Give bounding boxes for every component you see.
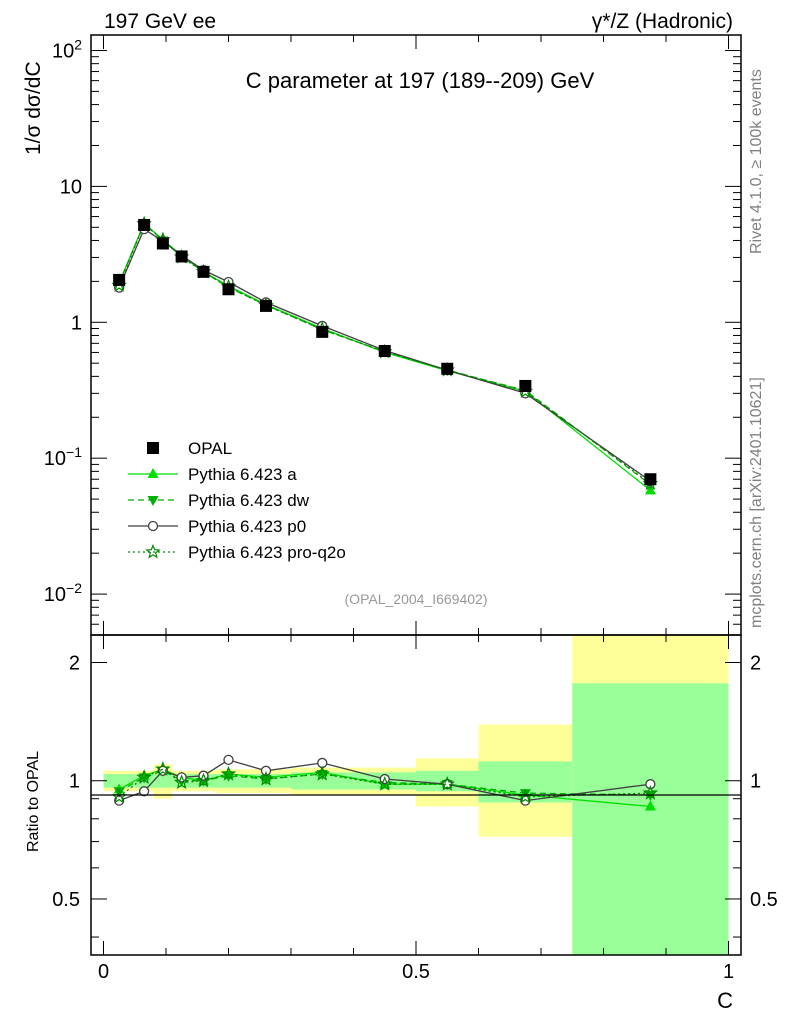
data-point: [156, 237, 169, 250]
ratio-point-dw: [519, 789, 531, 800]
ratio-y-tick-label-right: 1: [750, 771, 761, 793]
legend-label-a: Pythia 6.423 a: [188, 465, 297, 484]
ratio-point-proq2o: [314, 765, 331, 781]
main-y-tick-label: 1: [71, 312, 82, 334]
legend-label-data: OPAL: [188, 439, 232, 458]
ratio-point-proq2o: [136, 769, 152, 784]
chart-title: C parameter at 197 (189--209) GeV: [246, 68, 595, 93]
main-y-tick-label: 10: [60, 176, 82, 198]
data-point: [644, 473, 657, 486]
ratio-point-dw: [113, 787, 125, 798]
main-series-group: [111, 215, 659, 495]
ratio-point-p0: [645, 779, 656, 790]
ratio-inner-band-bin: [103, 774, 135, 788]
ratio-inner-band-bin: [572, 683, 729, 955]
ratio-point-proq2o: [195, 772, 212, 788]
axes-ticks-group: 0 0.5 1 10−2 10−1 1 10 102 0.5 0.5 1 1 2 2: [44, 35, 778, 983]
legend-label-dw: Pythia 6.423 dw: [188, 491, 310, 510]
x-axis-label: C: [717, 988, 733, 1013]
ratio-y-tick-label-left: 2: [69, 653, 80, 675]
ratio-point-proq2o: [173, 774, 190, 790]
ratio-point-proq2o: [376, 776, 393, 791]
legend-marker-data: [147, 442, 159, 454]
legend-marker-dw: [147, 496, 159, 506]
data-point: [519, 379, 532, 392]
ratio-point-p0: [138, 786, 150, 797]
ratio-series-group: [111, 754, 659, 811]
ratio-inner-band-bin: [291, 772, 354, 790]
data-point: [197, 265, 210, 278]
legend-marker-p0: [147, 520, 159, 532]
x-tick-label: 1: [723, 961, 734, 983]
data-point: [260, 299, 272, 312]
legend-label-proq2o: Pythia 6.423 pro-q2o: [188, 543, 346, 562]
ratio-point-proq2o: [439, 776, 456, 791]
x-tick-label: 0.5: [402, 961, 430, 983]
main-y-tick-label: 10−1: [44, 444, 82, 470]
main-y-axis-label: 1/σ dσ/dC: [22, 61, 45, 155]
data-point: [378, 344, 391, 357]
ratio-point-proq2o: [258, 770, 274, 786]
ratio-point-p0: [260, 765, 272, 776]
ratio-line-proq2o: [118, 768, 651, 798]
data-point: [175, 250, 188, 263]
legend: OPAL Pythia 6.423 a Pythia 6.423 dw Pythia …: [128, 439, 346, 562]
data-point: [441, 362, 454, 375]
ratio-point-dw: [260, 775, 272, 786]
data-point: [316, 325, 329, 338]
ratio-point-proq2o: [642, 784, 659, 800]
ratio-y-tick-label-left: 1: [69, 771, 80, 793]
ratio-inner-band-bin: [153, 774, 173, 788]
main-y-tick-label: 102: [52, 36, 82, 62]
data-point: [113, 273, 126, 286]
mcplots-source-label: mcplots.cern.ch [arXiv:2401.10621]: [748, 377, 765, 628]
x-tick-label: 0: [98, 961, 109, 983]
data-point: [138, 218, 151, 231]
header-right-label: γ*/Z (Hadronic): [592, 10, 733, 33]
ratio-y-tick-label-right: 0.5: [750, 889, 778, 911]
header-left-label: 197 GeV ee: [104, 10, 216, 33]
data-point: [222, 283, 235, 296]
ratio-point-dw: [316, 770, 328, 781]
ratio-point-dw: [138, 773, 150, 784]
legend-marker-proq2o: [145, 543, 161, 559]
legend-label-p0: Pythia 6.423 p0: [188, 517, 306, 536]
rivet-version-label: Rivet 4.1.0, ≥ 100k events: [748, 69, 765, 254]
ratio-y-tick-label-left: 0.5: [52, 889, 80, 911]
legend-marker-a: [147, 468, 159, 478]
ratio-point-a: [644, 800, 656, 811]
main-y-tick-label: 10−2: [44, 580, 82, 606]
ratio-point-proq2o: [155, 761, 171, 776]
ratio-y-tick-label-right: 2: [750, 653, 761, 675]
ratio-point-proq2o: [220, 765, 237, 781]
ratio-point-p0: [223, 754, 234, 766]
analysis-reference: (OPAL_2004_I669402): [345, 591, 488, 607]
ratio-y-axis-label: Ratio to OPAL: [25, 751, 42, 852]
